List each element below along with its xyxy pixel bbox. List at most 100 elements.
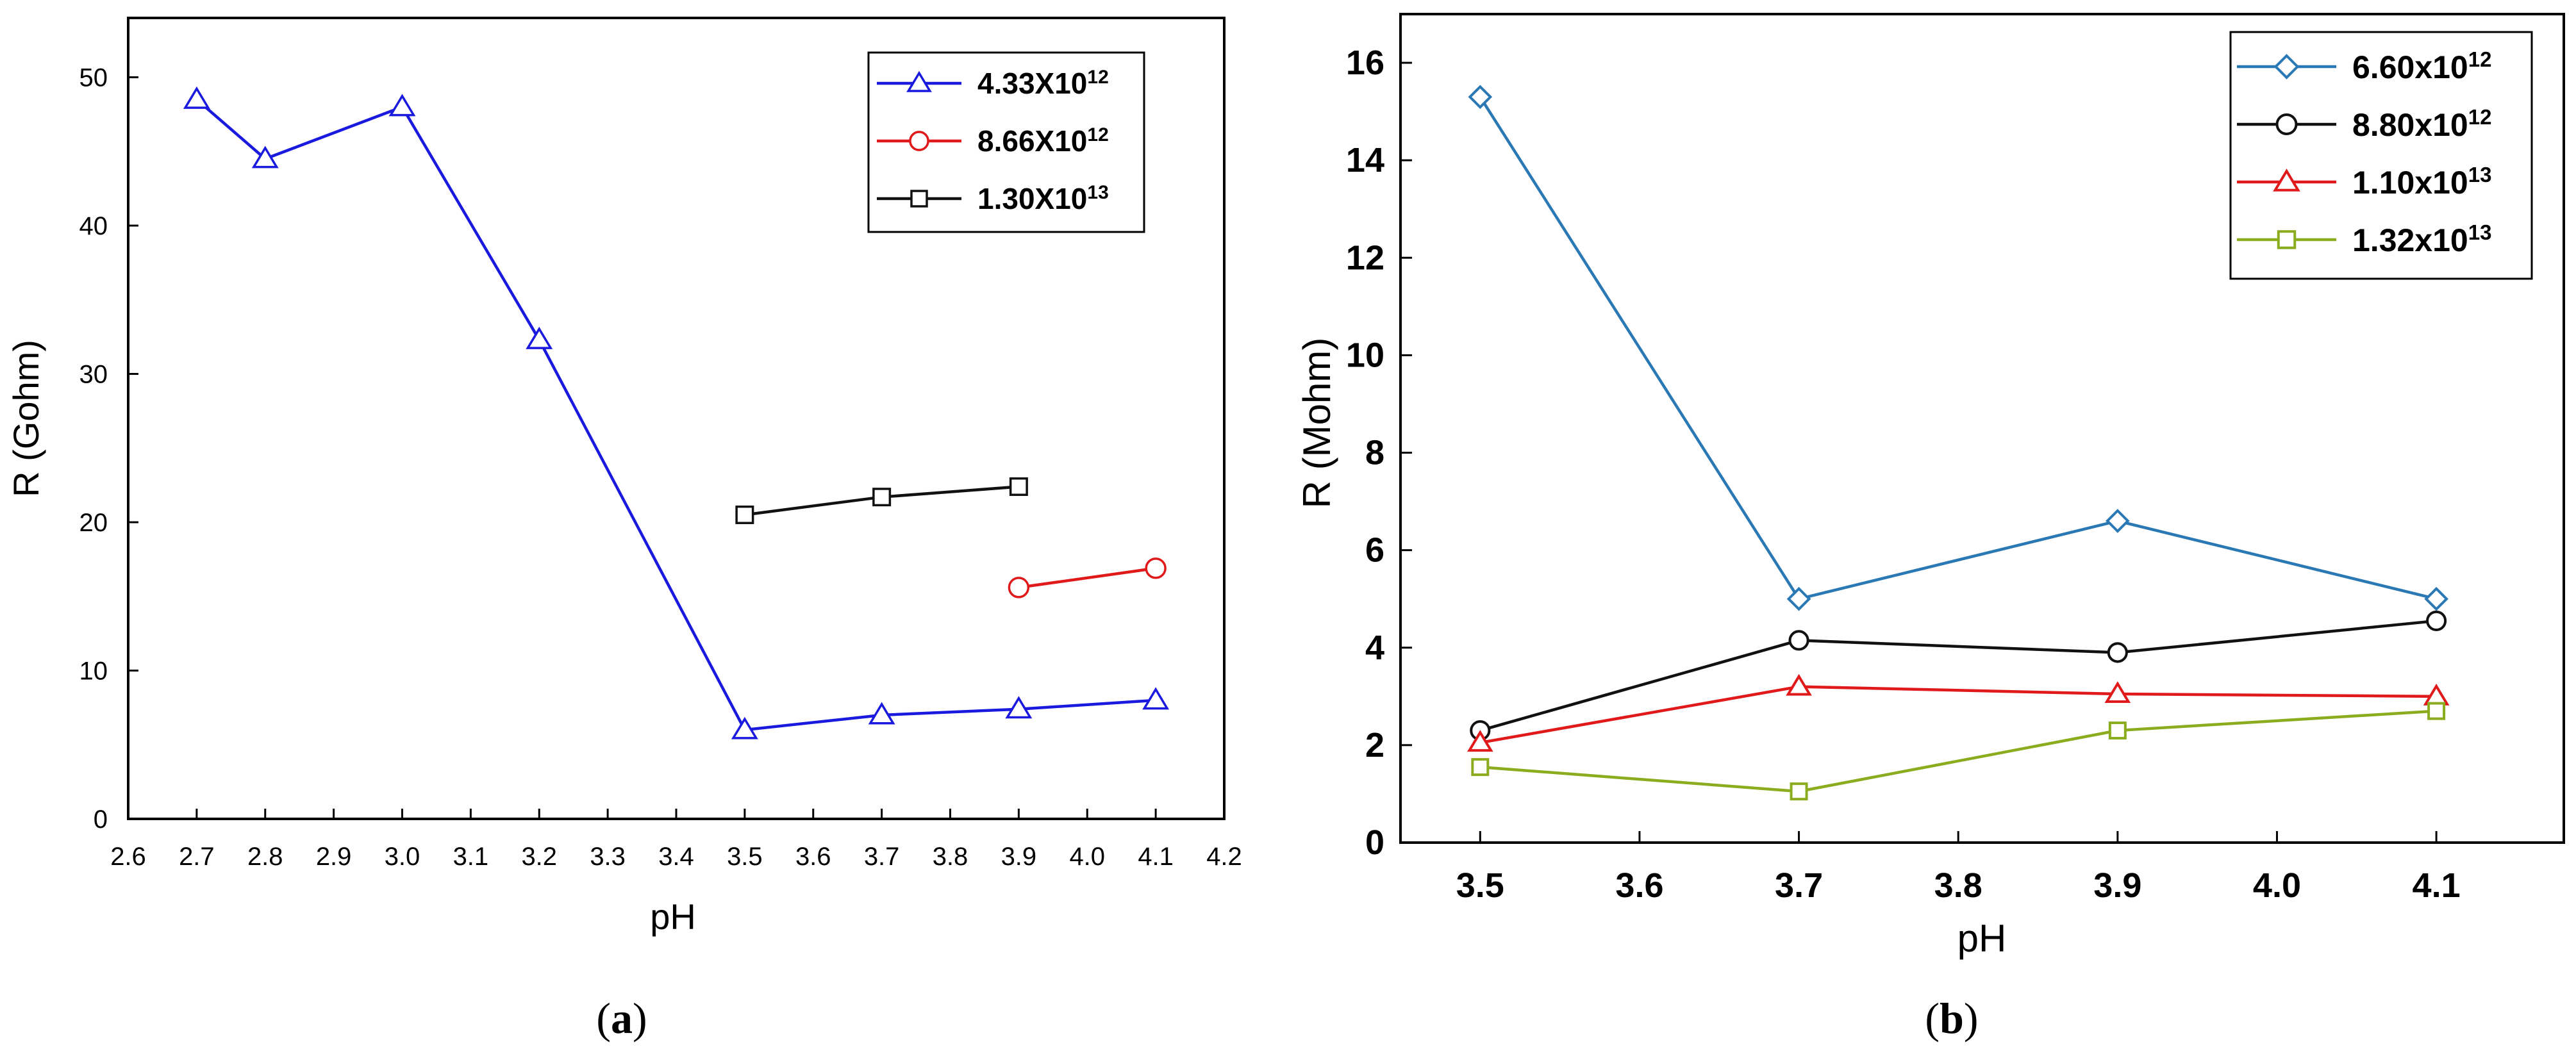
series-line-b-2 [1479, 685, 2437, 745]
legend-swatch-marker-a-2 [910, 190, 928, 208]
data-point-a-2-0 [735, 505, 754, 524]
x-tick-label-a-13: 3.9 [1001, 843, 1037, 871]
x-tick-label-a-0: 2.6 [110, 843, 146, 871]
caption-a: (a) [596, 994, 647, 1043]
y-axis-label-a: R (Gohm) [6, 340, 46, 497]
x-tick-label-a-10: 3.6 [795, 843, 831, 871]
data-point-b-0-3 [2424, 586, 2448, 611]
legend-label-b-0-base: 6.60x10 [2352, 49, 2468, 85]
legend-label-a-1-base: 8.66X10 [977, 124, 1087, 158]
y-tick-label-b-2: 4 [1365, 629, 1384, 667]
panel-b: 3.5 3.6 3.7 3.8 3.9 4.0 4.1 0 2 4 6 8 10 12 14 16 pH R … [1295, 13, 2565, 1043]
y-tick-label-a-2: 20 [79, 509, 108, 537]
y-tick-label-a-4: 40 [79, 212, 108, 240]
data-point-b-2-0 [1467, 730, 1493, 752]
y-tick-label-b-7: 14 [1346, 141, 1384, 179]
data-point-a-0-3 [526, 326, 553, 349]
data-point-a-0-6 [1005, 696, 1033, 719]
y-tick-label-a-1: 10 [79, 657, 108, 686]
caption-b-letter: b [1940, 994, 1964, 1043]
legend-entry-b-2: 1.10x1013 [2352, 163, 2491, 201]
legend-entry-a-0: 4.33X1012 [977, 67, 1109, 100]
legend-swatch-marker-a-0 [906, 70, 932, 92]
data-point-a-1-0 [1008, 577, 1030, 598]
data-point-b-2-1 [1786, 673, 1812, 696]
x-axis-label-b: pH [1957, 917, 2007, 960]
x-tick-label-a-4: 3.0 [385, 843, 420, 871]
legend-label-b-3-base: 1.32x10 [2352, 222, 2468, 258]
y-tick-label-b-8: 16 [1346, 44, 1384, 82]
data-point-b-0-1 [1786, 586, 1811, 611]
legend-label-b-0: 6.60x1012 [2352, 47, 2491, 85]
panel-a: 2.6 2.7 2.8 2.9 3.0 3.1 3.2 3.3 3.4 3.5 3.6 3.7 3.8 3… [6, 17, 1242, 1043]
data-point-a-2-2 [1009, 477, 1028, 496]
series-group-b [1467, 85, 2450, 801]
x-tick-label-a-16: 4.2 [1206, 843, 1242, 871]
legend-label-a-2: 1.30X1013 [977, 182, 1109, 215]
data-point-a-0-7 [1142, 687, 1170, 710]
x-tick-label-b-1: 3.6 [1615, 866, 1663, 905]
data-point-b-3-0 [1471, 758, 1490, 777]
legend-label-a-2-base: 1.30X10 [977, 182, 1087, 215]
x-tick-label-a-2: 2.8 [247, 843, 283, 871]
x-tick-label-a-15: 4.1 [1138, 843, 1174, 871]
legend-entry-a-2: 1.30X1013 [977, 182, 1109, 215]
axis-ticks-a: 2.6 2.7 2.8 2.9 3.0 3.1 3.2 3.3 3.4 3.5 3.6 3.7 3.8 3… [79, 64, 1242, 871]
data-point-b-0-0 [1468, 85, 1493, 110]
y-axis-label-b: R (Mohm) [1295, 338, 1338, 509]
x-tick-label-a-7: 3.3 [590, 843, 626, 871]
legend-label-b-1: 8.80x1012 [2352, 105, 2491, 143]
legend-label-a-0: 4.33X1012 [977, 67, 1109, 100]
x-tick-label-b-4: 3.9 [2093, 866, 2141, 905]
x-axis-label-a: pH [650, 896, 696, 937]
legend-label-a-0-exp: 12 [1087, 67, 1108, 88]
legend-a: 4.33X1012 8.66X1012 1.30X1013 [867, 51, 1145, 233]
data-point-a-0-4 [731, 716, 758, 739]
x-tick-label-a-3: 2.9 [316, 843, 352, 871]
data-point-a-0-0 [183, 86, 210, 109]
legend-entry-b-3: 1.32x1013 [2352, 220, 2491, 258]
x-tick-label-a-1: 2.7 [179, 843, 215, 871]
x-tick-label-a-8: 3.4 [658, 843, 694, 871]
data-point-b-0-2 [2106, 509, 2130, 533]
legend-label-b-2: 1.10x1013 [2352, 163, 2491, 201]
axis-ticks-b: 3.5 3.6 3.7 3.8 3.9 4.0 4.1 0 2 4 6 8 10 12 14 16 [1346, 44, 2461, 905]
data-point-b-1-1 [1788, 630, 1809, 651]
caption-b: (b) [1925, 994, 1978, 1043]
legend-label-b-3-exp: 13 [2468, 220, 2492, 244]
y-tick-label-b-6: 12 [1346, 238, 1384, 277]
legend-entry-b-0: 6.60x1012 [2352, 47, 2491, 85]
legend-entry-b-1: 8.80x1012 [2352, 105, 2491, 143]
legend-label-a-1: 8.66X1012 [977, 124, 1109, 158]
y-tick-label-b-3: 6 [1365, 531, 1384, 570]
x-tick-label-a-12: 3.8 [933, 843, 968, 871]
y-tick-label-a-5: 50 [79, 64, 108, 92]
legend-swatch-marker-b-3 [2277, 230, 2297, 249]
series-line-a-1 [1018, 566, 1156, 589]
legend-label-a-0-base: 4.33X10 [977, 67, 1087, 100]
x-tick-label-a-11: 3.7 [864, 843, 900, 871]
legend-label-b-1-base: 8.80x10 [2352, 107, 2468, 143]
legend-label-b-2-exp: 13 [2468, 163, 2492, 186]
x-tick-label-b-6: 4.1 [2413, 866, 2461, 905]
y-tick-label-b-5: 10 [1346, 336, 1384, 374]
x-tick-label-b-5: 4.0 [2253, 866, 2301, 905]
data-point-b-1-3 [2426, 610, 2447, 632]
data-point-a-0-5 [868, 702, 895, 725]
data-point-a-0-1 [251, 145, 279, 169]
data-point-b-3-1 [1790, 782, 1808, 801]
data-point-b-2-2 [2104, 681, 2131, 704]
x-tick-label-a-9: 3.5 [727, 843, 763, 871]
data-point-b-3-3 [2427, 702, 2446, 720]
x-tick-label-a-6: 3.2 [521, 843, 557, 871]
caption-a-letter: a [611, 994, 633, 1043]
legend-b: 6.60x1012 8.80x1012 1.10x1013 1.32x1013 [2229, 31, 2533, 280]
legend-swatch-marker-a-1 [909, 131, 929, 151]
data-point-b-1-2 [2107, 642, 2128, 663]
legend-label-b-2-base: 1.10x10 [2352, 165, 2468, 201]
legend-swatch-marker-b-2 [2273, 169, 2300, 192]
series-line-b-1 [1479, 619, 2437, 732]
x-tick-label-b-2: 3.7 [1775, 866, 1823, 905]
legend-label-a-2-exp: 13 [1087, 182, 1108, 203]
